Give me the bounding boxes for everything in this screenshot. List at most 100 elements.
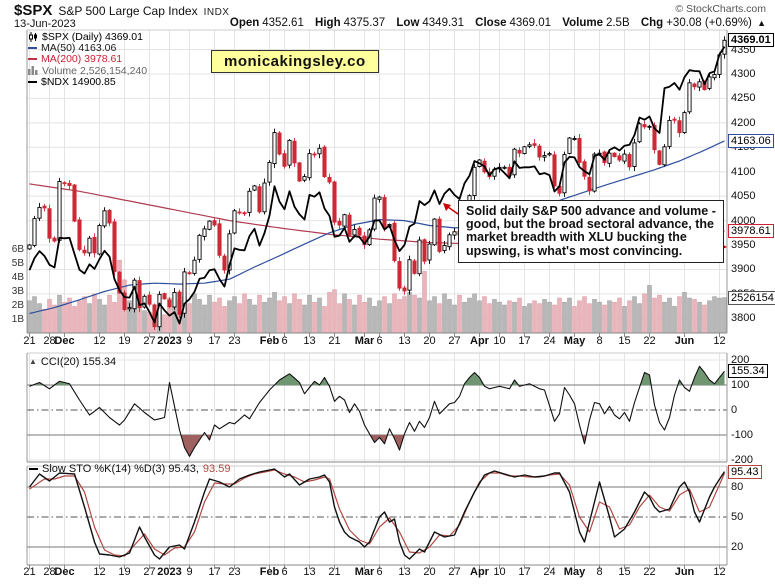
last-price-label: 4369.01	[728, 33, 774, 48]
x-axis-label: 12	[93, 335, 106, 347]
symbol-name: S&P 500 Large Cap Index	[58, 4, 198, 18]
x-axis-label: 21	[23, 335, 36, 347]
x-axis-label: 13	[303, 566, 316, 578]
cci-axis-label: 200	[731, 354, 750, 366]
x-axis-label: 15	[618, 335, 631, 347]
indicator-icon: ▲	[29, 357, 37, 366]
x-axis-label: 6	[281, 335, 288, 347]
volume-axis-label: 4B	[11, 272, 24, 283]
x-axis-label: Jun	[674, 335, 695, 347]
x-axis-label: Apr	[470, 335, 489, 347]
x-axis-label: 27	[143, 335, 156, 347]
cci-axis-label: 100	[731, 379, 750, 391]
price-axis-label: 4000	[731, 214, 756, 227]
change-label: Chg	[640, 17, 664, 29]
x-axis-label: 20	[423, 335, 436, 347]
x-axis-label: 23	[228, 566, 241, 578]
x-axis-label: May	[563, 566, 586, 578]
price-axis-label: 4050	[731, 190, 756, 203]
high-value: 4375.37	[343, 17, 386, 29]
x-axis-label: 19	[118, 335, 131, 347]
x-axis-label: May	[563, 335, 586, 347]
x-axis-label: 2023	[157, 335, 182, 347]
last-price-label: 4163.06	[728, 133, 774, 148]
x-axis-label: 13	[398, 566, 411, 578]
cci-last-value-label: 155.34	[728, 364, 768, 379]
high-label: High	[315, 17, 341, 29]
cci-axis-label: -100	[731, 429, 754, 441]
x-axis-label: 12	[93, 566, 106, 578]
ma200-line-icon	[28, 58, 37, 61]
x-axis-label: Mar	[354, 335, 375, 347]
x-axis-label: 8	[596, 335, 603, 347]
x-axis-label: Dec	[54, 566, 75, 578]
price-axis-label: 4350	[731, 43, 756, 56]
x-axis-label: 17	[518, 335, 531, 347]
sto-last-value-label: 95.43	[728, 464, 762, 479]
x-axis-label: 6	[376, 566, 383, 578]
x-axis-label: 8	[596, 566, 603, 578]
x-axis-label: 20	[423, 566, 436, 578]
price-axis-label: 3950	[731, 239, 756, 252]
x-axis-label: Apr	[470, 566, 489, 578]
ndx-line-icon	[28, 81, 37, 84]
volume-axis-label: 5B	[11, 258, 24, 269]
x-axis-label: 27	[448, 566, 461, 578]
low-label: Low	[396, 17, 420, 29]
sto-axis-label: 80	[731, 481, 744, 493]
sto-axis-label: 20	[731, 541, 744, 553]
legend-spx: $SPX (Daily) 4369.01	[28, 30, 147, 43]
ma50-line-icon	[28, 47, 37, 50]
x-axis-label: 27	[143, 566, 156, 578]
volume-label: Volume	[562, 17, 603, 29]
chart-date: 13-Jun-2023	[14, 18, 76, 30]
cci-axis-label: 0	[731, 404, 738, 416]
quote-bar: Open 4352.61 High 4375.37 Low 4349.31 Close…	[222, 17, 766, 29]
price-axis-label: 3900	[731, 263, 756, 276]
close-value: 4369.01	[509, 17, 552, 29]
legend-ndx: $NDX 14900.85	[28, 76, 147, 88]
cci-label-text: CCI(20) 155.34	[40, 356, 117, 368]
x-axis-label: Mar	[354, 566, 375, 578]
volume-axis-label: 6B	[11, 244, 24, 255]
symbol: $SPX	[14, 2, 53, 19]
volume-bars-icon	[28, 66, 38, 76]
last-price-label: 3978.61	[728, 224, 774, 239]
x-axis-label: 22	[643, 566, 656, 578]
low-value: 4349.31	[422, 17, 464, 29]
sto-axis-label: 50	[731, 511, 744, 523]
x-axis-label: 12	[713, 566, 726, 578]
open-value: 4352.61	[262, 17, 304, 29]
candlestick-icon	[29, 31, 37, 42]
sto-line-icon	[29, 468, 38, 470]
volume-axis-label: 3B	[11, 286, 24, 297]
legend-spx-label: $SPX (Daily) 4369.01	[42, 30, 143, 43]
x-axis-label: 6	[281, 566, 288, 578]
volume-axis-label: 1B	[11, 314, 24, 325]
cci-panel-label: ▲ CCI(20) 155.34	[29, 356, 116, 368]
change-up-icon: ▲	[757, 18, 766, 28]
x-axis-label: 6	[376, 335, 383, 347]
x-axis-label: 21	[328, 566, 341, 578]
x-axis-label: 2023	[157, 566, 182, 578]
last-volume-label: 2526154	[728, 290, 775, 305]
x-axis-label: 28	[43, 566, 56, 578]
sto-label-d-value: 93.59	[202, 463, 231, 475]
sto-label-text: Slow STO %K(14) %D(3) 95.43,	[42, 463, 199, 475]
x-axis-label: Feb	[259, 335, 280, 347]
x-axis-label: 12	[713, 335, 726, 347]
annotation-box: Solid daily S&P 500 advance and volume -…	[458, 200, 724, 263]
price-axis-label: 4100	[731, 165, 756, 178]
x-axis-label: 10	[493, 335, 506, 347]
watermark: monicakingsley.co	[211, 50, 379, 73]
x-axis-label: 13	[303, 335, 316, 347]
x-axis-label: 24	[543, 335, 556, 347]
copyright: © StockCharts.com	[675, 3, 766, 15]
x-axis-label: Jun	[674, 566, 695, 578]
price-axis-label: 4200	[731, 116, 756, 129]
x-axis-label: 9	[186, 566, 193, 578]
change-value: +30.08 (+0.69%)	[666, 17, 752, 29]
x-axis-label: 15	[618, 566, 631, 578]
x-axis-label: Dec	[54, 335, 75, 347]
